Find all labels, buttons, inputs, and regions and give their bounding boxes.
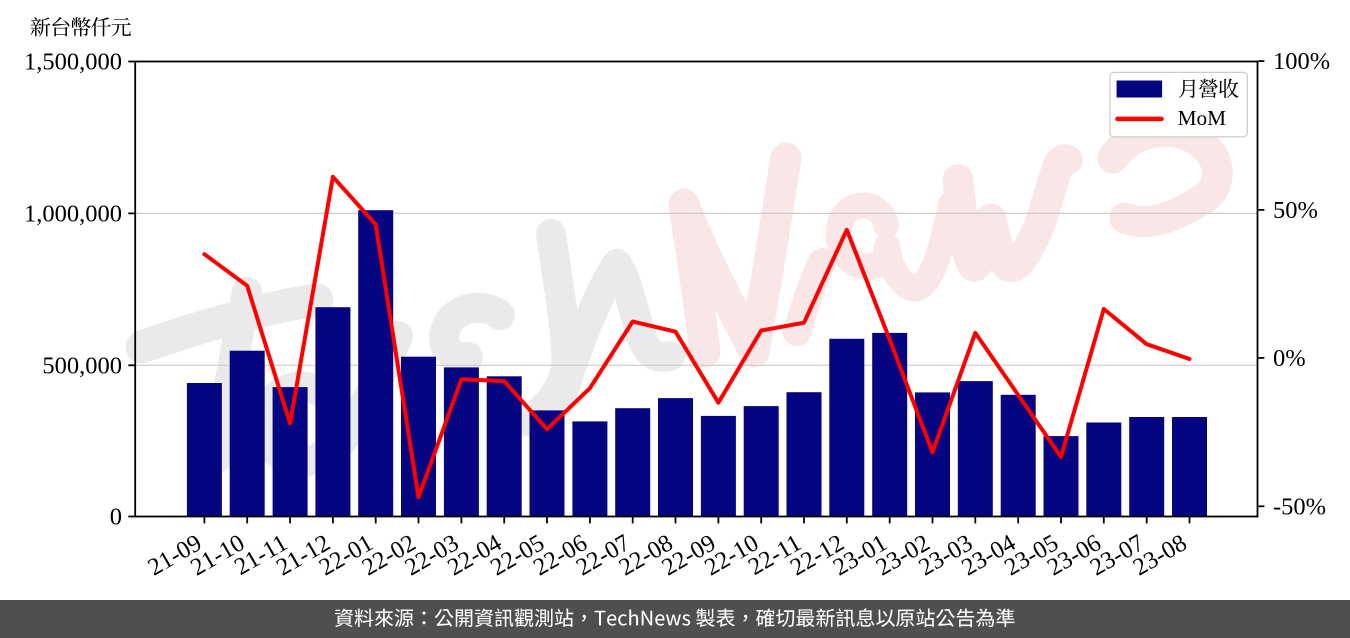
svg-text:1,000,000: 1,000,000: [24, 201, 122, 228]
svg-text:100%: 100%: [1273, 48, 1330, 75]
svg-text:50%: 50%: [1273, 197, 1318, 224]
svg-text:0%: 0%: [1273, 345, 1306, 372]
svg-text:0: 0: [110, 504, 122, 531]
svg-text:-50%: -50%: [1273, 493, 1326, 520]
svg-text:1,500,000: 1,500,000: [24, 49, 122, 76]
svg-text:500,000: 500,000: [42, 352, 122, 379]
svg-text:MoM: MoM: [1178, 106, 1227, 130]
